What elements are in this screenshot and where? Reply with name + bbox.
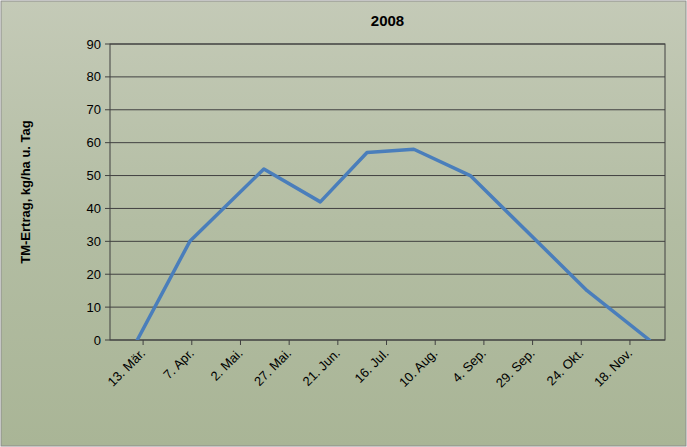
x-tick — [386, 340, 387, 345]
grid-line — [110, 76, 665, 77]
x-tick-label: 18. Nov. — [591, 346, 635, 390]
y-tick-label: 20 — [87, 267, 101, 282]
y-tick — [105, 142, 110, 143]
x-tick-label: 27. Mai. — [251, 346, 294, 389]
grid-line — [110, 142, 665, 143]
y-tick — [105, 76, 110, 77]
data-line — [137, 149, 649, 340]
x-tick — [240, 340, 241, 345]
x-tick — [532, 340, 533, 345]
y-tick-label: 60 — [87, 135, 101, 150]
x-tick — [191, 340, 192, 345]
chart: 2008 0 10 20 30 40 50 60 70 80 90 13. Mär. 7. Apr. 2.… — [0, 0, 687, 447]
x-tick-label: 13. Mär. — [104, 346, 148, 390]
y-tick — [105, 208, 110, 209]
x-tick-label: 10. Aug. — [396, 346, 440, 390]
y-tick-label: 50 — [87, 168, 101, 183]
title: 2008 — [371, 12, 404, 29]
grid-line — [110, 307, 665, 308]
y-tick — [105, 175, 110, 176]
y-tick-label: 80 — [87, 69, 101, 84]
x-tick — [435, 340, 436, 345]
y-tick-label: 30 — [87, 234, 101, 249]
y-tick-label: 90 — [87, 37, 101, 52]
grid-line — [110, 208, 665, 209]
plot-area — [137, 149, 649, 340]
y-axis-title: TM-Ertrag, kg/ha u. Tag — [18, 120, 33, 264]
grid-line — [110, 274, 665, 275]
x-tick-label: 2. Mai. — [207, 346, 245, 384]
x-tick — [629, 340, 630, 345]
x-tick-label: 21. Jun. — [300, 346, 343, 389]
x-tick — [483, 340, 484, 345]
y-tick-label: 0 — [94, 333, 101, 348]
y-tick-label: 70 — [87, 102, 101, 117]
x-tick — [337, 340, 338, 345]
y-tick — [105, 340, 110, 341]
x-tick — [143, 340, 144, 345]
x-tick-label: 29. Sep. — [493, 346, 538, 391]
grid-line — [110, 109, 665, 110]
x-tick-label: 4. Sep. — [449, 346, 489, 386]
y-tick — [105, 241, 110, 242]
x-tick-label: 16. Jul. — [351, 346, 391, 386]
chart-background — [1, 1, 686, 446]
y-tick — [105, 109, 110, 110]
plot-frame — [110, 44, 665, 340]
y-tick-label: 40 — [87, 201, 101, 216]
grid-line — [110, 241, 665, 242]
x-tick — [581, 340, 582, 345]
x-tick — [289, 340, 290, 345]
grid-line — [110, 175, 665, 176]
y-tick — [105, 307, 110, 308]
y-tick-label: 10 — [87, 300, 101, 315]
y-tick — [105, 274, 110, 275]
x-tick-label: 7. Apr. — [160, 346, 197, 383]
x-tick-label: 24. Okt. — [544, 346, 587, 389]
y-tick — [105, 44, 110, 45]
